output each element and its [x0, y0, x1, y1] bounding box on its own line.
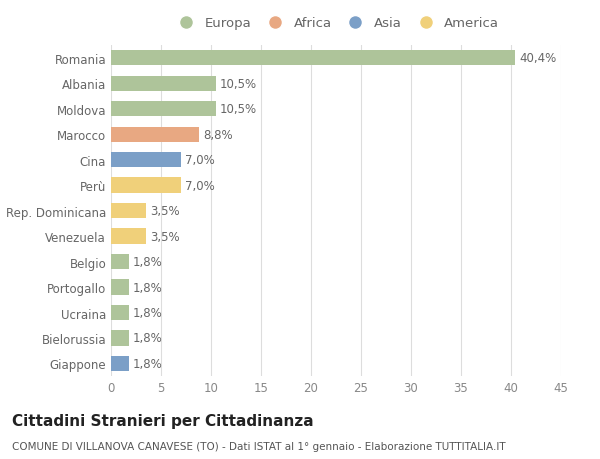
Text: 10,5%: 10,5%: [220, 103, 257, 116]
Bar: [111, 76, 216, 92]
Text: 1,8%: 1,8%: [133, 256, 163, 269]
Bar: [111, 330, 129, 346]
Text: 10,5%: 10,5%: [220, 78, 257, 90]
Text: 1,8%: 1,8%: [133, 332, 163, 345]
Bar: [111, 178, 181, 193]
Text: 1,8%: 1,8%: [133, 306, 163, 319]
Text: 8,8%: 8,8%: [203, 129, 233, 141]
Bar: [111, 305, 129, 320]
Legend: Europa, Africa, Asia, America: Europa, Africa, Asia, America: [170, 15, 502, 33]
Bar: [111, 229, 146, 244]
Bar: [111, 254, 129, 269]
Text: 3,5%: 3,5%: [150, 230, 179, 243]
Text: 7,0%: 7,0%: [185, 154, 215, 167]
Text: COMUNE DI VILLANOVA CANAVESE (TO) - Dati ISTAT al 1° gennaio - Elaborazione TUTT: COMUNE DI VILLANOVA CANAVESE (TO) - Dati…: [12, 441, 506, 451]
Text: 7,0%: 7,0%: [185, 179, 215, 192]
Bar: [111, 51, 515, 66]
Text: 1,8%: 1,8%: [133, 357, 163, 370]
Text: Cittadini Stranieri per Cittadinanza: Cittadini Stranieri per Cittadinanza: [12, 413, 314, 428]
Bar: [111, 203, 146, 219]
Bar: [111, 153, 181, 168]
Bar: [111, 102, 216, 117]
Bar: [111, 356, 129, 371]
Text: 40,4%: 40,4%: [519, 52, 556, 65]
Bar: [111, 127, 199, 142]
Text: 3,5%: 3,5%: [150, 205, 179, 218]
Bar: [111, 280, 129, 295]
Text: 1,8%: 1,8%: [133, 281, 163, 294]
